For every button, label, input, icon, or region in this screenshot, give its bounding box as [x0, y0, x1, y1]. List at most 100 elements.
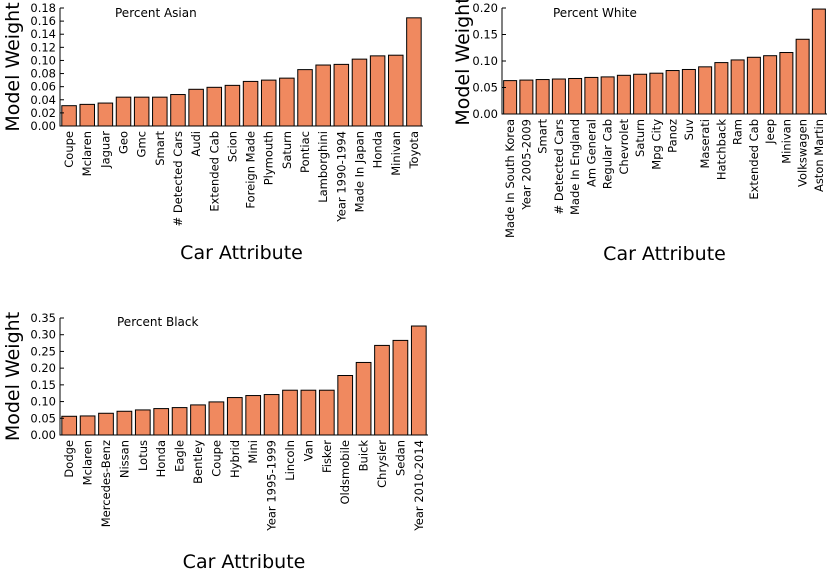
bar-lamborghini [315, 64, 331, 127]
bar-eagle [171, 407, 188, 436]
bar-year-2010-2014 [410, 325, 427, 436]
bar-audi [188, 88, 204, 127]
x-tick-label: Extended Cab [207, 131, 221, 212]
bar-volkswagen [795, 38, 810, 115]
bar-mpg-city [649, 72, 664, 115]
bar-scion [224, 84, 241, 127]
y-tick-label: 0.08 [30, 67, 56, 81]
y-tick-label: 0.15 [472, 28, 498, 42]
y-axis-label: Model Weight [452, 0, 474, 126]
axis-lines [501, 8, 827, 115]
x-tick-label: Sedan [393, 440, 407, 476]
x-tick-label: Buick [357, 440, 371, 472]
bar--detected-cars [170, 94, 186, 127]
bar-regular-cab [600, 76, 615, 115]
bar-toyota [406, 17, 422, 127]
x-tick-label: Honda [154, 440, 168, 477]
y-tick-label: 0.14 [30, 27, 56, 41]
x-tick-label: Chevrolet [617, 119, 631, 175]
bar-dodge [61, 415, 78, 436]
bar-maserati [698, 66, 713, 115]
x-tick-label: Oldsmobile [338, 440, 352, 505]
bar-ram [730, 59, 745, 115]
bar-honda [369, 55, 386, 127]
x-tick-label: Nissan [117, 440, 131, 478]
x-tick-label: Am General [584, 119, 598, 187]
x-tick-label: Toyota [407, 131, 421, 170]
bar-year-1995-1999 [263, 394, 280, 436]
y-tick-label: 0.20 [30, 361, 56, 375]
x-tick-label: Geo [117, 131, 131, 154]
x-tick-label: Mclaren [81, 440, 95, 485]
bar-am-general [584, 76, 599, 115]
y-tick-label: 0.35 [30, 311, 56, 325]
chart-title: Percent White [553, 6, 637, 20]
bar-year-2005-2009 [519, 79, 534, 115]
x-tick-label: Mclaren [80, 131, 94, 176]
bar-van [300, 389, 317, 436]
chart-title: Percent Asian [115, 6, 197, 20]
bar-lotus [134, 409, 151, 436]
bar-coupe [208, 401, 225, 436]
bar--detected-cars [551, 78, 566, 115]
bar-lincoln [282, 389, 298, 436]
bar-chevrolet [616, 74, 631, 115]
x-tick-label: # Detected Cars [171, 131, 185, 226]
x-tick-label: Hybrid [228, 440, 242, 478]
y-axis-label: Model Weight [2, 2, 24, 131]
x-tick-label: Made In Japan [353, 131, 367, 212]
x-tick-label: Coupe [62, 131, 76, 168]
bar-jeep [763, 55, 778, 115]
x-tick-label: Honda [371, 131, 385, 168]
bar-chrysler [374, 344, 390, 436]
x-tick-label: Smart [536, 119, 550, 154]
bar-nissan [116, 410, 133, 436]
y-tick-label: 0.25 [30, 344, 56, 358]
x-tick-label: Jeep [763, 119, 777, 145]
bar-hybrid [226, 397, 243, 436]
chart-3: 0.00 0.05 0.10 0.15 0.20 0.25 0.30 0.35 Dodge Mcl… [2, 311, 428, 573]
x-tick-label: Mini [246, 440, 260, 464]
x-tick-label: Bentley [191, 440, 205, 484]
x-tick-label: Lincoln [283, 440, 297, 481]
x-tick-label: Lotus [136, 440, 150, 471]
bar-made-in-south-korea [503, 80, 518, 115]
bar-sedan [392, 339, 409, 436]
bar-hatchback [714, 62, 729, 115]
x-tick-label: Made In South Korea [503, 119, 517, 238]
x-tick-label: Plymouth [262, 131, 276, 185]
x-tick-label: Aston Martin [812, 119, 826, 192]
x-tick-label: Panoz [666, 119, 680, 153]
bar-pontiac [297, 69, 313, 127]
x-tick-label: Lamborghini [316, 131, 330, 203]
bar-mclaren [79, 415, 96, 436]
x-tick-label: Year 2010-2014 [412, 440, 426, 532]
x-tick-label: Smart [153, 131, 167, 166]
y-tick-label: 0.06 [30, 80, 56, 94]
x-tick-label: Minivan [779, 119, 793, 164]
chart-1: 0.000.020.040.060.080.100.120.140.160.18… [2, 1, 423, 264]
x-tick-label: # Detected Cars [552, 119, 566, 214]
x-tick-label: Pontiac [298, 131, 312, 173]
y-tick-label: 0.10 [472, 54, 498, 68]
bar-mercedes-benz [98, 412, 114, 436]
x-tick-label: Made In England [568, 119, 582, 215]
bar-year-1990-1994 [333, 63, 350, 127]
x-tick-label: Fisker [320, 440, 334, 473]
bar-made-in-japan [351, 58, 368, 127]
y-tick-label: 0.05 [30, 411, 56, 425]
bar-saturn [633, 73, 648, 115]
bar-jaguar [97, 102, 114, 127]
y-tick-label: 0.30 [30, 328, 56, 342]
x-tick-label: Audi [189, 131, 203, 157]
x-tick-label: Maserati [698, 119, 712, 169]
bar-oldsmobile [337, 375, 354, 436]
bar-mini [245, 395, 262, 436]
x-tick-label: Saturn [280, 131, 294, 169]
bar-minivan [388, 54, 404, 127]
bar-extended-cab [206, 86, 223, 127]
bar-minivan [779, 52, 794, 115]
y-tick-label: 0.16 [30, 14, 56, 28]
x-tick-label: Coupe [209, 440, 223, 477]
x-tick-label: Chrysler [375, 440, 389, 488]
